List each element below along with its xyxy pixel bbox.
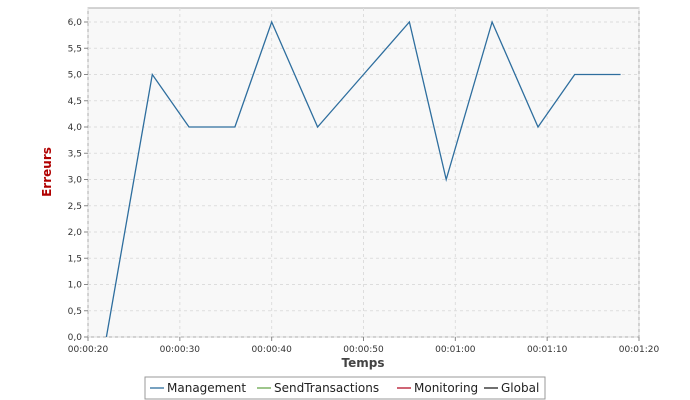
legend-item: Global	[484, 381, 539, 395]
y-tick-label: 0,5	[68, 307, 82, 317]
y-tick-label: 3,5	[68, 149, 82, 159]
axis-ticks: 0,0 0,5 1,0 1,5 2,0 2,5 3,0 3,5 4,0 4,5 5,0 5,5 6,0 0…	[68, 18, 660, 355]
x-tick-label: 00:01:00	[435, 345, 476, 355]
legend-item: Management	[150, 381, 246, 395]
x-tick-label: 00:00:30	[160, 345, 201, 355]
y-tick-label: 0,0	[68, 333, 83, 343]
y-tick-label: 3,0	[68, 176, 83, 186]
y-axis-title: Erreurs	[40, 147, 54, 197]
legend-item: Monitoring	[397, 381, 478, 395]
y-tick-label: 6,0	[68, 18, 83, 28]
x-tick-label: 00:00:40	[251, 345, 292, 355]
legend-label: Management	[167, 381, 246, 395]
x-tick-label: 00:01:10	[527, 345, 568, 355]
x-tick-label: 00:01:20	[619, 345, 660, 355]
y-tick-label: 1,5	[68, 254, 82, 264]
y-tick-label: 5,5	[68, 44, 82, 54]
x-axis-title: Temps	[342, 356, 385, 370]
y-tick-label: 1,0	[68, 281, 83, 291]
y-tick-label: 4,0	[68, 123, 83, 133]
x-tick-label: 00:00:50	[343, 345, 384, 355]
series-layer	[105, 20, 621, 338]
legend-label: Global	[501, 381, 539, 395]
legend-box	[144, 376, 546, 400]
legend-item: SendTransactions	[257, 381, 379, 395]
y-tick-label: 2,5	[68, 202, 82, 212]
legend-label: Monitoring	[414, 381, 478, 395]
y-tick-label: 5,0	[68, 71, 83, 81]
y-tick-label: 2,0	[68, 228, 83, 238]
y-tick-label: 4,5	[68, 97, 82, 107]
legend: Management SendTransactions Monitoring Glob…	[144, 376, 546, 400]
legend-label: SendTransactions	[274, 381, 379, 395]
series-line-management	[105, 20, 621, 338]
x-tick-label: 00:00:20	[68, 345, 109, 355]
